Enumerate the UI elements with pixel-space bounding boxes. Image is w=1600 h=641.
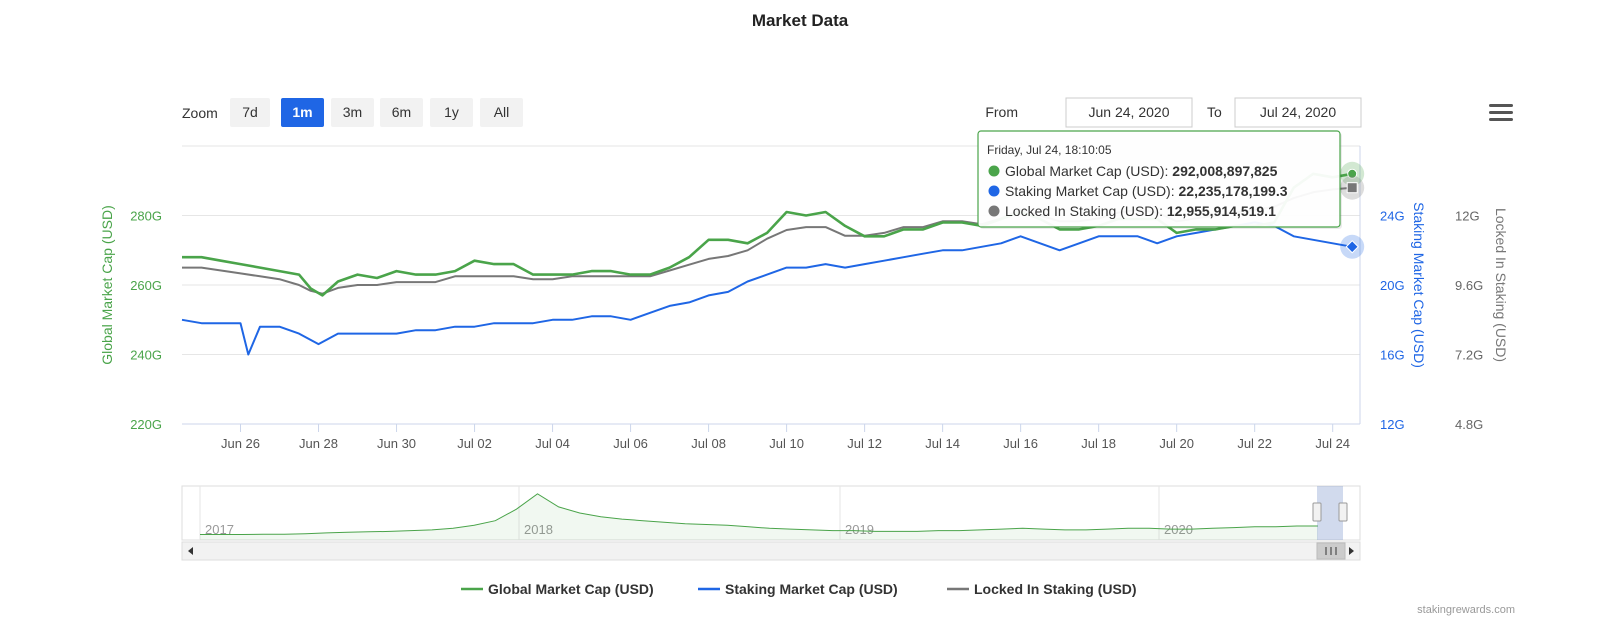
right-axis-staking-title: Staking Market Cap (USD) [1411, 202, 1427, 368]
x-axis: Jun 26 Jun 28 Jun 30 Jul 02 Jul 04 Jul 06 Jul … [221, 424, 1350, 451]
legend-item-1[interactable]: Staking Market Cap (USD) [725, 581, 898, 597]
zoom-button-label-6m: 6m [392, 104, 411, 120]
chart-title: Market Data [752, 11, 849, 30]
right1-tick-label: 12G [1380, 417, 1405, 432]
tooltip-dot-1 [988, 185, 1000, 197]
navigator-year-label: 2017 [205, 522, 234, 537]
tooltip-header: Friday, Jul 24, 18:10:05 [987, 143, 1112, 157]
hamburger-menu-icon[interactable] [1489, 104, 1513, 121]
right2-tick-label: 9.6G [1455, 278, 1483, 293]
x-tick-label: Jun 30 [377, 436, 416, 451]
right2-tick-label: 12G [1455, 209, 1480, 224]
navigator-year-label: 2018 [524, 522, 553, 537]
zoom-button-label-3m: 3m [343, 104, 362, 120]
left-axis-title: Global Market Cap (USD) [99, 205, 115, 365]
navigator-area [200, 493, 1318, 540]
zoom-button-label-7d: 7d [242, 104, 258, 120]
credits[interactable]: stakingrewards.com [1417, 604, 1515, 616]
x-tick-label: Jul 12 [847, 436, 882, 451]
zoom-button-6m[interactable] [380, 98, 423, 127]
x-tick-label: Jul 16 [1003, 436, 1038, 451]
right-axis-locked: 4.8G 7.2G 9.6G 12G [1455, 209, 1483, 433]
x-tick-label: Jun 26 [221, 436, 260, 451]
navigator-handle-left[interactable] [1312, 502, 1322, 522]
x-tick-label: Jun 28 [299, 436, 338, 451]
zoom-button-1y[interactable] [430, 98, 473, 127]
tooltip: Friday, Jul 24, 18:10:05 Global Market Ca… [977, 130, 1342, 229]
x-tick-label: Jul 06 [613, 436, 648, 451]
navigator-line [200, 493, 1318, 535]
legend: Global Market Cap (USD) Staking Market Ca… [461, 581, 1137, 597]
range-selector: Zoom 7d 1m 3m 6m 1y All From Jun 24, 2020 To … [182, 97, 1362, 128]
zoom-button-label-1y: 1y [444, 104, 459, 120]
zoom-button-1m[interactable] [281, 98, 324, 127]
x-tick-label: Jul 08 [691, 436, 726, 451]
from-label: From [985, 104, 1018, 120]
navigator-handle-right[interactable] [1338, 502, 1348, 522]
to-date-value: Jul 24, 2020 [1260, 104, 1336, 120]
scrollbar-right-arrow-icon[interactable] [1349, 547, 1354, 555]
navigator[interactable]: 2017 2018 2019 2020 [181, 485, 1361, 561]
from-date-value: Jun 24, 2020 [1089, 104, 1170, 120]
right2-tick-label: 7.2G [1455, 348, 1483, 363]
left-tick-label: 260G [130, 278, 162, 293]
x-tick-label: Jul 02 [457, 436, 492, 451]
hover-marker-0 [1347, 168, 1358, 179]
left-tick-label: 240G [130, 348, 162, 363]
hover-marker-2 [1346, 182, 1358, 194]
from-date-input[interactable] [1065, 97, 1193, 128]
zoom-button-label-1m: 1m [292, 104, 312, 120]
right-axis-locked-title: Locked In Staking (USD) [1493, 208, 1509, 362]
series-line-1 [181, 221, 1353, 356]
x-tick-label: Jul 20 [1159, 436, 1194, 451]
x-tick-label: Jul 14 [925, 436, 960, 451]
tooltip-row-0: Global Market Cap (USD): 292,008,897,825 [1005, 163, 1278, 179]
scrollbar-track[interactable] [181, 541, 1361, 561]
to-label: To [1207, 104, 1222, 120]
zoom-button-7d[interactable] [230, 98, 270, 127]
tooltip-row-2: Locked In Staking (USD): 12,955,914,519.… [1005, 203, 1276, 219]
navigator-year-label: 2019 [845, 522, 874, 537]
tooltip-box [977, 130, 1341, 228]
hover-marker-1 [1345, 240, 1359, 254]
left-tick-label: 220G [130, 417, 162, 432]
legend-item-2[interactable]: Locked In Staking (USD) [974, 581, 1137, 597]
left-axis: 220G 240G 260G 280G [130, 209, 162, 433]
right1-tick-label: 24G [1380, 209, 1405, 224]
x-tick-label: Jul 04 [535, 436, 570, 451]
to-date-input[interactable] [1234, 97, 1362, 128]
right1-tick-label: 16G [1380, 348, 1405, 363]
x-tick-label: Jul 22 [1237, 436, 1272, 451]
navigator-frame [181, 485, 1361, 541]
x-tick-label: Jul 24 [1315, 436, 1350, 451]
zoom-button-label-All: All [494, 104, 510, 120]
x-tick-label: Jul 10 [769, 436, 804, 451]
tooltip-dot-0 [988, 165, 1000, 177]
right1-tick-label: 20G [1380, 278, 1405, 293]
left-tick-label: 280G [130, 209, 162, 224]
zoom-button-All[interactable] [480, 98, 523, 127]
zoom-button-3m[interactable] [331, 98, 374, 127]
legend-item-0[interactable]: Global Market Cap (USD) [488, 581, 654, 597]
scrollbar-left-arrow-icon[interactable] [188, 547, 193, 555]
tooltip-dot-2 [988, 205, 1000, 217]
right2-tick-label: 4.8G [1455, 417, 1483, 432]
right-axis-staking: 12G 16G 20G 24G [1380, 209, 1405, 433]
zoom-label: Zoom [182, 105, 218, 121]
tooltip-row-1: Staking Market Cap (USD): 22,235,178,199… [1005, 183, 1288, 199]
x-tick-label: Jul 18 [1081, 436, 1116, 451]
